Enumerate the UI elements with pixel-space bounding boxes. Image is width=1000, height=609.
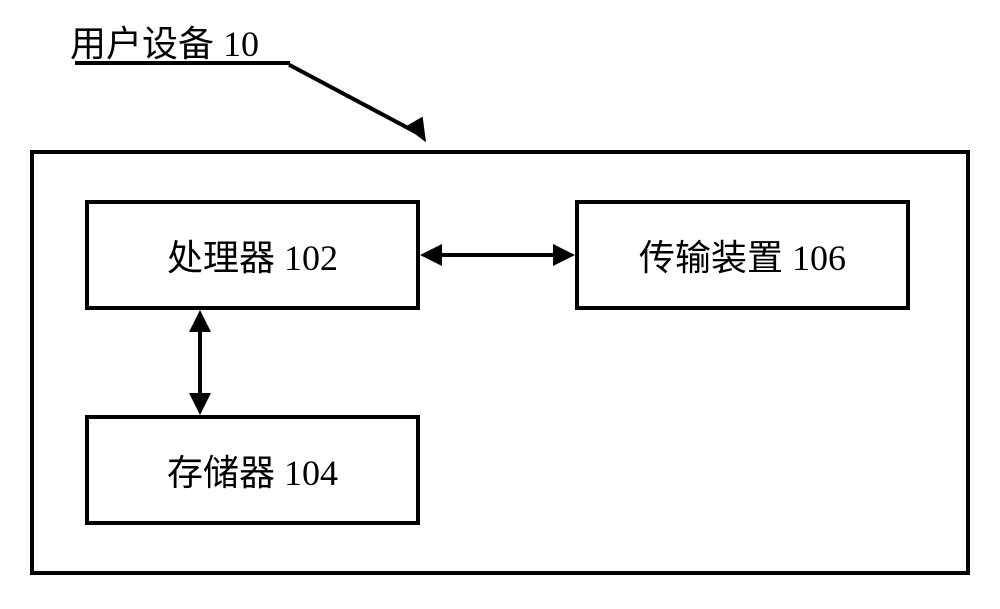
pointer-arrowhead <box>405 117 434 148</box>
edge-processor-memory-head-up <box>189 310 211 332</box>
transport-node: 传输装置 106 <box>575 200 910 310</box>
memory-node: 存储器 104 <box>85 415 420 525</box>
edge-processor-transport-head-right <box>553 244 575 266</box>
diagram-title: 用户设备 10 <box>70 15 259 67</box>
transport-label: 传输装置 106 <box>639 229 846 281</box>
edge-processor-memory-line <box>198 332 202 393</box>
memory-label: 存储器 104 <box>167 444 338 496</box>
pointer-segment-horizontal <box>75 61 290 65</box>
edge-processor-memory-head-down <box>189 393 211 415</box>
processor-label: 处理器 102 <box>167 229 338 281</box>
edge-processor-transport-head-left <box>420 244 442 266</box>
diagram-canvas: 用户设备 10 处理器 102 传输装置 106 存储器 104 <box>0 0 1000 609</box>
processor-node: 处理器 102 <box>85 200 420 310</box>
edge-processor-transport-line <box>442 253 553 257</box>
pointer-segment-diagonal <box>288 63 422 137</box>
